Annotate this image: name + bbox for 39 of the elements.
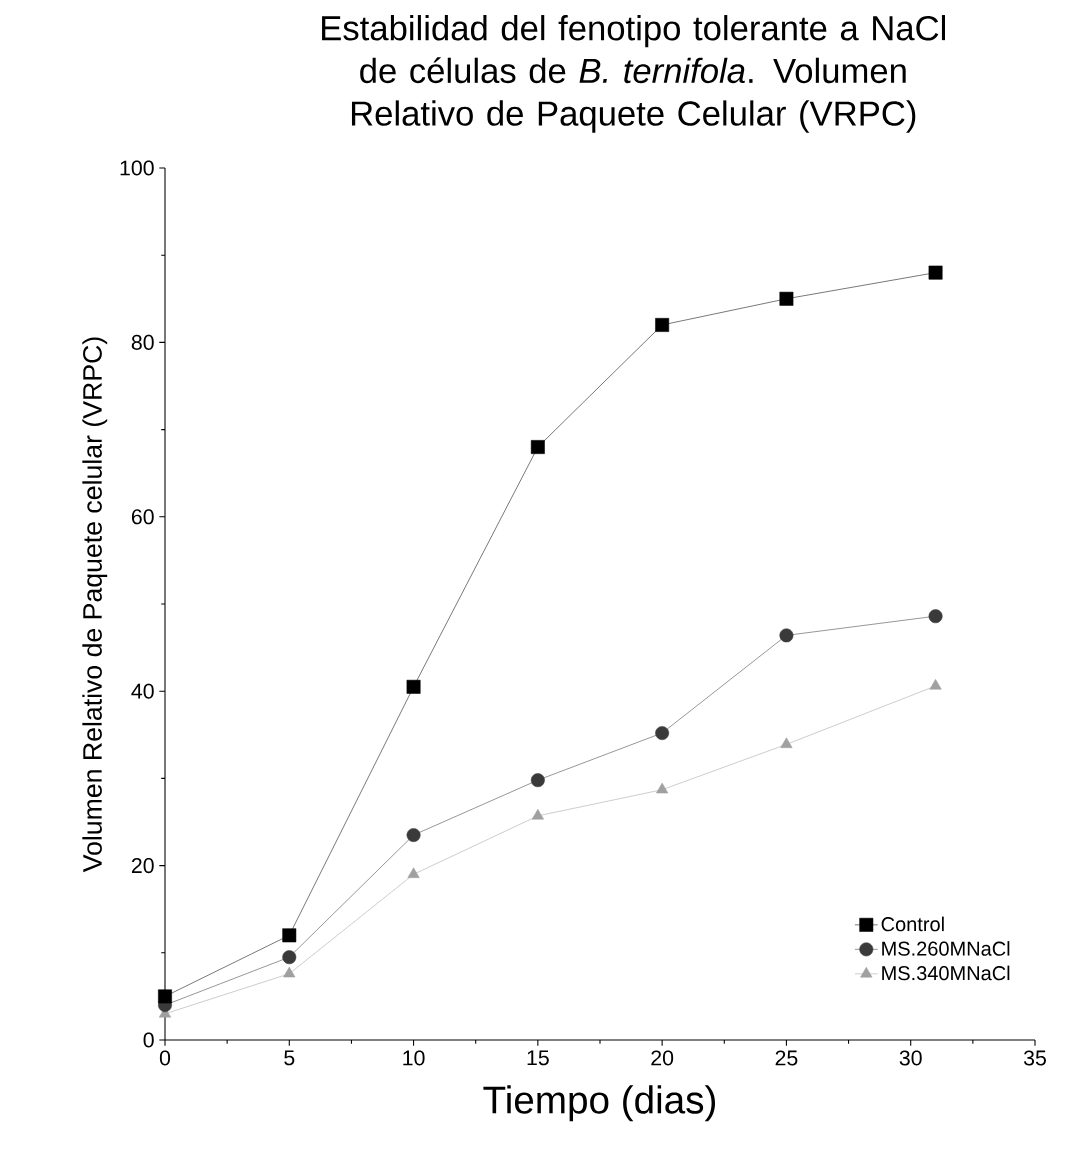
y-tick-label: 60 [131,509,154,525]
point [780,737,793,748]
x-tick-label: 25 [775,1050,798,1066]
legend-label: Control [881,916,944,932]
point [928,265,943,280]
x-tick-label: 10 [403,1050,425,1066]
point [282,950,297,965]
x-tick-label: 20 [651,1050,674,1066]
legend-label: MS.260MNaCl [882,941,1010,956]
point [656,782,669,794]
point [779,291,794,306]
y-tick-label: 80 [131,334,154,350]
point [531,808,544,820]
x-tick-label: 0 [159,1050,171,1066]
point [655,726,670,740]
y-tick-label: 100 [120,160,154,176]
y-tick-label: 0 [143,1032,154,1048]
y-tick-label: 20 [131,858,154,874]
point [928,609,943,624]
point [530,440,545,454]
x-tick-label: 35 [1023,1050,1046,1066]
x-tick-label: 15 [527,1050,549,1066]
x-axis-title: Tiempo (dias) [483,1085,715,1122]
point [779,628,794,643]
x-tick-label: 5 [284,1050,295,1066]
point [655,318,670,332]
point [929,679,942,690]
y-axis-title: Volumen Relativo de Paquete celular (VRPC) [82,337,108,873]
point [158,989,172,1004]
point [407,867,420,878]
y-tick-label: 40 [131,683,154,699]
point [283,966,296,978]
point [282,928,297,943]
chart-title: Estabilidad del fenotipo tolerante a NaCl de células de B. ternifola. Volumen Relativo de Paquete Celular (VRPC) [322,15,945,133]
legend-label: MS.340MNaCl [882,965,1010,981]
point [406,679,421,694]
point [530,773,545,788]
point [406,828,421,843]
x-tick-label: 30 [899,1050,922,1066]
